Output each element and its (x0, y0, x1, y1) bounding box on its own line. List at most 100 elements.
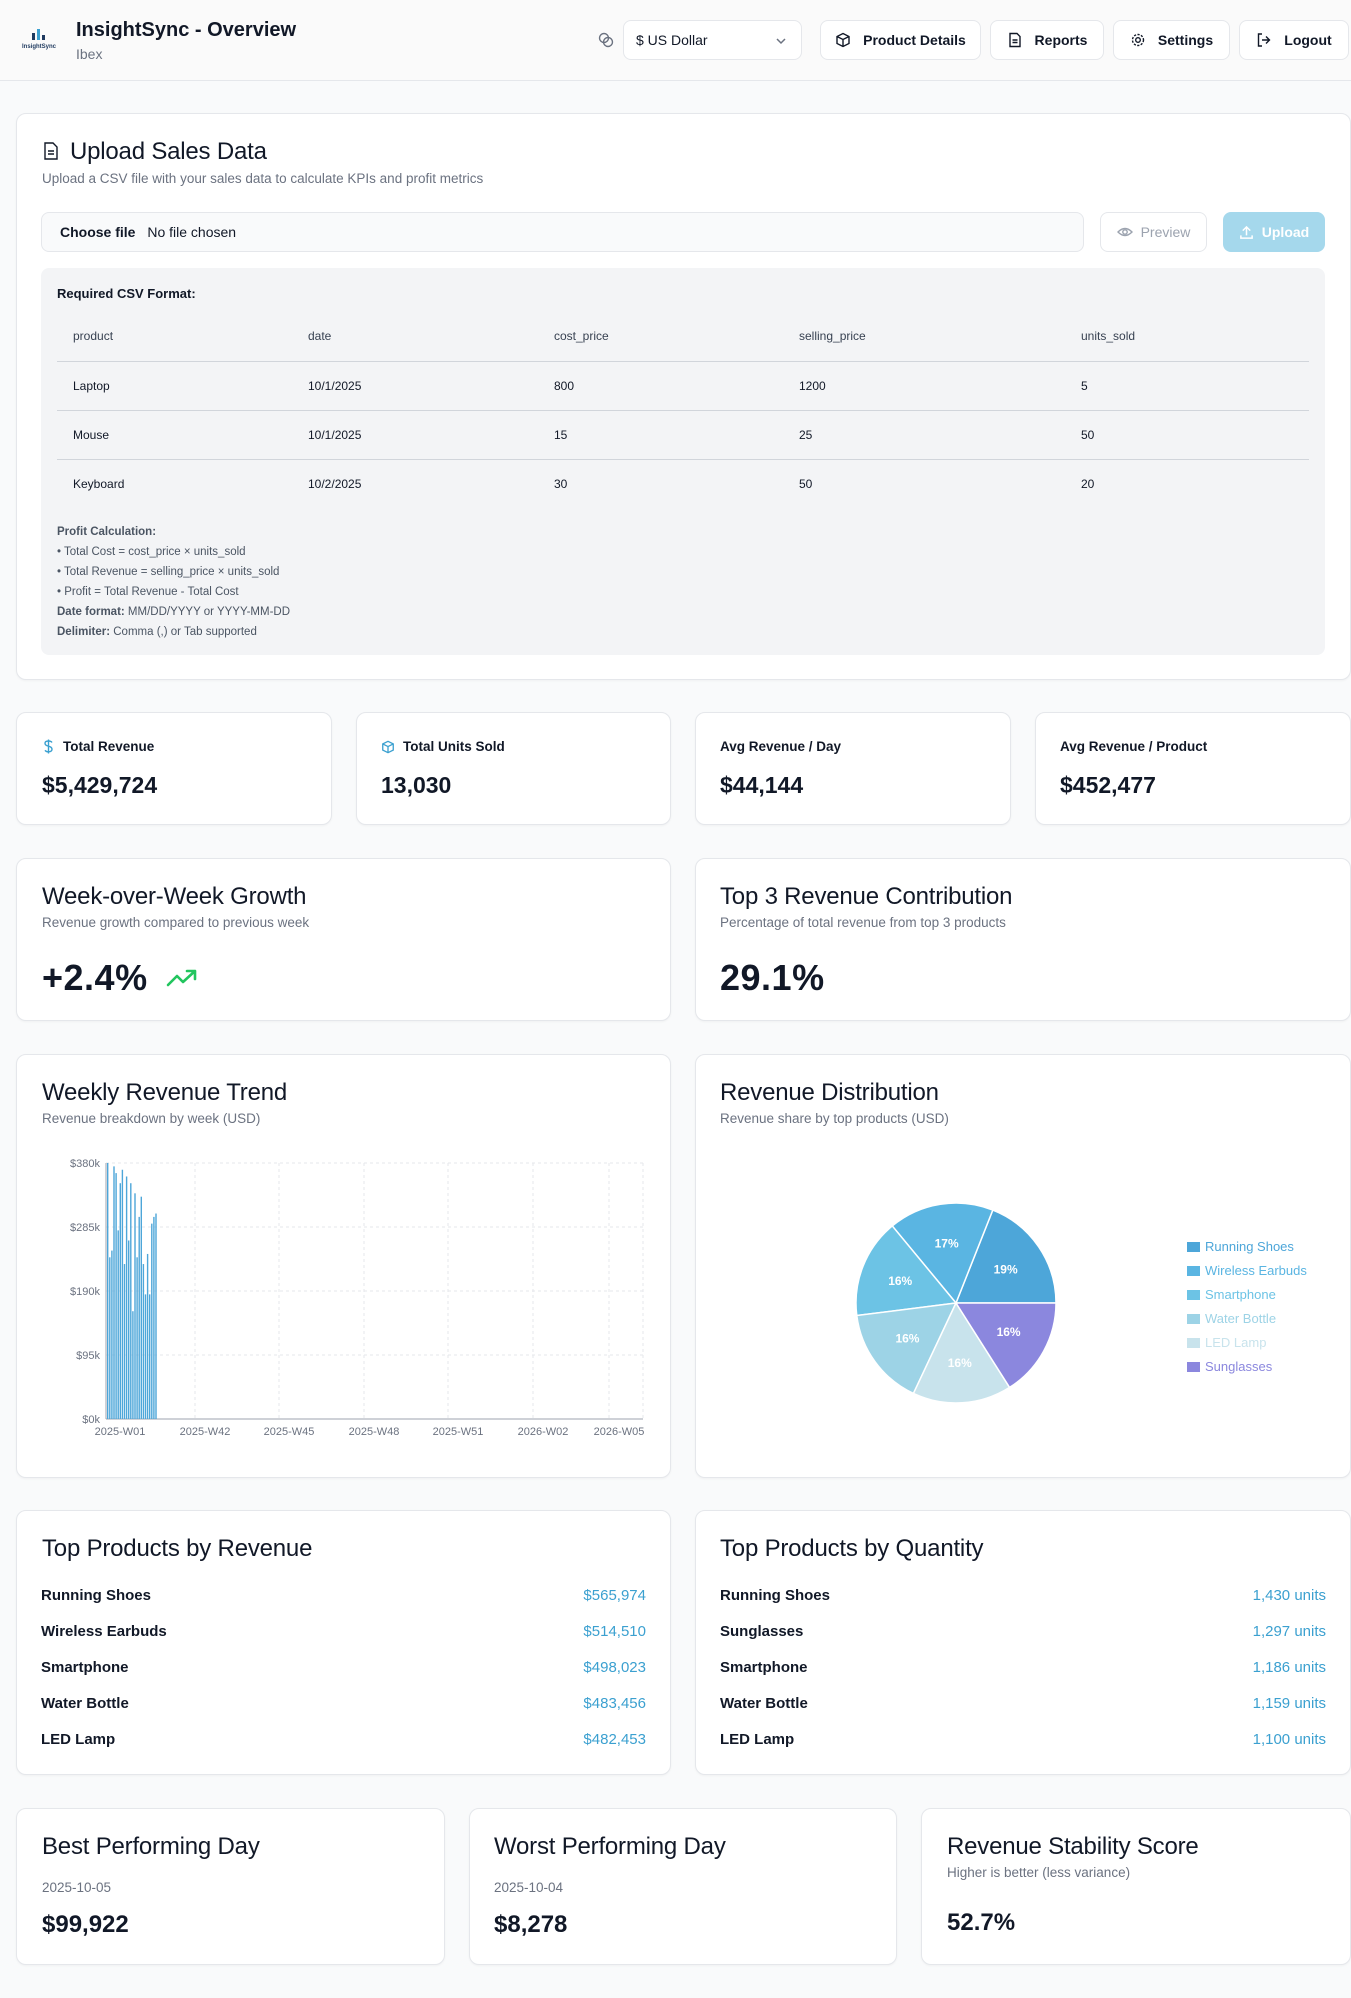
list-item: Smartphone 1,186 units (720, 1649, 1326, 1685)
revenue-pie-chart: 19% 17% 16% 16% 16% 16% (855, 1202, 1057, 1404)
product-units: 1,186 units (1252, 1658, 1326, 1676)
product-name: Water Bottle (720, 1694, 808, 1712)
table-row: Keyboard 10/2/2025 30 50 20 (57, 458, 1309, 508)
table-cell: 50 (783, 458, 1065, 508)
pie-slice (954, 1209, 1057, 1304)
list-item: LED Lamp $482,453 (41, 1721, 646, 1757)
package-icon (836, 32, 850, 48)
distribution-subtitle: Revenue share by top products (USD) (720, 1111, 949, 1126)
csv-format-box: Required CSV Format: product date cost_p… (41, 268, 1325, 655)
legend-label: Running Shoes (1205, 1239, 1294, 1254)
gear-icon (1131, 33, 1145, 47)
product-value: $565,974 (583, 1586, 646, 1604)
choose-file-button[interactable]: Choose file (60, 224, 136, 240)
app-title: InsightSync - Overview (76, 19, 297, 41)
legend-item[interactable]: LED Lamp (1187, 1331, 1307, 1355)
worst-day-value: $8,278 (494, 1911, 568, 1938)
pie-slice (855, 1302, 958, 1395)
revenue-bar (134, 1193, 136, 1419)
file-input[interactable]: Choose file No file chosen (41, 212, 1084, 252)
reports-button[interactable]: Reports (990, 20, 1104, 60)
pie-data-label: 16% (888, 1274, 912, 1288)
package-icon (382, 740, 394, 753)
upload-button[interactable]: Upload (1223, 212, 1325, 252)
table-cell: 800 (538, 360, 783, 410)
legend-swatch (1187, 1314, 1200, 1324)
y-tick-label: $190k (70, 1286, 100, 1298)
settings-button[interactable]: Settings (1113, 20, 1230, 60)
table-cell: Keyboard (57, 458, 292, 508)
list-item: Smartphone $498,023 (41, 1649, 646, 1685)
weekly-trend-title: Weekly Revenue Trend (42, 1079, 288, 1106)
x-tick-label: 2025-W42 (180, 1426, 231, 1438)
revenue-distribution-card: Revenue Distribution Revenue share by to… (695, 1054, 1351, 1478)
table-cell: 10/1/2025 (292, 409, 538, 459)
revenue-bar (117, 1230, 119, 1419)
column-header: product (73, 329, 114, 344)
revenue-bar (136, 1257, 138, 1419)
legend-item[interactable]: Water Bottle (1187, 1307, 1307, 1331)
revenue-bar (153, 1216, 155, 1419)
date-format-value: MM/DD/YYYY or YYYY-MM-DD (124, 606, 291, 618)
preview-label: Preview (1140, 224, 1191, 240)
product-value: $483,456 (583, 1694, 646, 1712)
revenue-bar (138, 1216, 140, 1419)
preview-button[interactable]: Preview (1100, 212, 1207, 252)
table-cell: 20 (1065, 458, 1309, 508)
best-day-date: 2025-10-05 (42, 1880, 112, 1895)
product-value: $482,453 (583, 1730, 646, 1748)
pie-slice (954, 1302, 1057, 1389)
upload-description: Upload a CSV file with your sales data t… (42, 171, 484, 186)
wow-growth-value: +2.4% (42, 957, 148, 998)
legend-swatch (1187, 1290, 1200, 1300)
total-units-value: 13,030 (381, 772, 452, 798)
weekly-revenue-chart: $0k $95k $190k $285k $380k 2025-W01 2025-W42 20… (70, 1158, 644, 1438)
legend-item[interactable]: Wireless Earbuds (1187, 1259, 1307, 1283)
wow-growth-title: Week-over-Week Growth (42, 883, 307, 910)
stability-subtitle: Higher is better (less variance) (947, 1865, 1131, 1880)
revenue-bar (119, 1183, 121, 1419)
column-header: date (308, 329, 332, 344)
trending-up-icon (166, 969, 197, 987)
table-header-row: product date cost_price selling_price un… (57, 312, 1309, 361)
legend-label: Wireless Earbuds (1205, 1263, 1307, 1278)
settings-label: Settings (1157, 32, 1214, 48)
csv-format-title: Required CSV Format: (57, 286, 196, 301)
coins-icon (598, 32, 614, 48)
note-line: • Total Revenue = selling_price × units_… (57, 566, 280, 578)
legend-item[interactable]: Sunglasses (1187, 1355, 1307, 1379)
reports-label: Reports (1034, 32, 1088, 48)
app-subtitle: Ibex (76, 46, 103, 62)
total-revenue-label: Total Revenue (63, 739, 155, 754)
upload-icon (1239, 225, 1253, 239)
product-units: 1,100 units (1252, 1730, 1326, 1748)
worst-day-title: Worst Performing Day (494, 1833, 726, 1860)
product-details-button[interactable]: Product Details (820, 20, 981, 60)
file-upload-icon (44, 142, 58, 160)
total-units-label: Total Units Sold (403, 739, 505, 754)
list-item: Sunglasses 1,297 units (720, 1613, 1326, 1649)
upload-label: Upload (1261, 224, 1310, 240)
currency-select[interactable]: $ US Dollar (623, 20, 802, 60)
logout-icon (1258, 33, 1271, 47)
avg-revenue-day-value: $44,144 (720, 772, 804, 798)
column-header: units_sold (1081, 329, 1136, 344)
legend-label: Smartphone (1205, 1287, 1276, 1302)
logout-button[interactable]: Logout (1239, 20, 1349, 60)
x-tick-label: 2026-W02 (518, 1426, 569, 1438)
pie-slice (855, 1224, 958, 1317)
legend-swatch (1187, 1266, 1200, 1276)
top3-value: 29.1% (720, 957, 825, 998)
revenue-bar (121, 1169, 124, 1419)
revenue-bar (144, 1294, 147, 1419)
file-status: No file chosen (147, 224, 237, 240)
stability-card: Revenue Stability Score Higher is better… (921, 1808, 1351, 1965)
y-tick-label: $380k (70, 1158, 100, 1170)
product-units: 1,297 units (1252, 1622, 1326, 1640)
legend-item[interactable]: Smartphone (1187, 1283, 1307, 1307)
note-line: • Profit = Total Revenue - Total Cost (57, 586, 239, 598)
x-tick-label: 2025-W51 (433, 1426, 484, 1438)
revenue-bar (107, 1163, 109, 1419)
logout-label: Logout (1284, 32, 1332, 48)
legend-item[interactable]: Running Shoes (1187, 1235, 1307, 1259)
